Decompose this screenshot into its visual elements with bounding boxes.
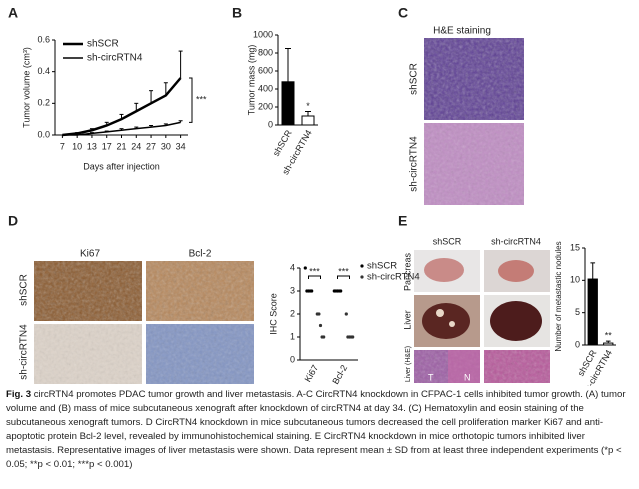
column-label: sh-circRTN4	[491, 236, 541, 246]
organ-image	[484, 295, 550, 347]
y-tick-label: 0	[290, 354, 295, 364]
organ-image	[414, 250, 480, 292]
annotation: ***	[196, 95, 207, 105]
y-tick-label: 0.2	[37, 98, 50, 108]
y-tick-label: 15	[570, 242, 580, 252]
y-axis-label: Number of metastastic nodules	[554, 241, 563, 351]
y-tick-label: 0	[575, 339, 580, 349]
legend-label: sh-circRTN4	[367, 272, 420, 283]
organ-image	[484, 250, 550, 292]
y-tick-label: 0.0	[37, 129, 50, 139]
y-tick-label: 600	[258, 65, 273, 75]
he-image	[424, 123, 524, 205]
column-label: shSCR	[433, 236, 462, 246]
x-tick-label: Bcl-2	[330, 363, 349, 386]
row-label: shSCR	[409, 63, 420, 95]
row-label: sh-circRTN4	[19, 324, 30, 380]
panel-letter: D	[8, 213, 18, 229]
caption-text: circRTN4 promotes PDAC tumor growth and …	[6, 389, 626, 470]
y-tick-label: 0.6	[37, 34, 50, 44]
dot	[317, 312, 321, 316]
y-axis-label: Tumor mass (mg)	[246, 45, 256, 116]
ihc-image	[146, 261, 254, 321]
legend-label: sh-circRTN4	[87, 53, 143, 64]
significance-bracket	[189, 77, 193, 123]
y-axis-label: Tumor volume (cm³)	[21, 47, 31, 128]
ihc-image	[146, 324, 254, 384]
annotation: ***	[309, 266, 320, 276]
organ-image	[414, 295, 480, 347]
row-label: shSCR	[19, 274, 30, 306]
annotation: *	[306, 101, 310, 111]
image-title: H&E staining	[433, 26, 491, 37]
y-tick-label: 4	[290, 262, 295, 272]
legend-marker	[360, 264, 364, 268]
y-axis-label: IHC Score	[268, 293, 278, 335]
panel-letter: C	[398, 5, 408, 21]
bar	[281, 81, 295, 126]
caption: Fig. 3 circRTN4 promotes PDAC tumor grow…	[6, 388, 632, 472]
legend-label: shSCR	[87, 39, 119, 50]
region-label: N	[464, 372, 471, 382]
row-label: sh-circRTN4	[409, 136, 420, 192]
y-tick-label: 5	[575, 307, 580, 317]
row-label: Liver (H&E)	[405, 346, 412, 382]
x-axis-label: Days after injection	[83, 161, 160, 171]
y-tick-label: 200	[258, 101, 273, 111]
legend-label: shSCR	[367, 261, 397, 272]
y-tick-label: 0	[268, 119, 273, 129]
dot	[351, 335, 355, 339]
x-tick-label: 10	[72, 141, 82, 151]
y-tick-label: 2	[290, 308, 295, 318]
caption-label: Fig. 3	[6, 389, 32, 400]
bar	[603, 342, 614, 346]
x-tick-label: 24	[131, 141, 141, 151]
annotation: **	[605, 330, 613, 340]
dot	[303, 266, 307, 270]
row-label: Liver	[402, 310, 412, 330]
x-tick-label: 21	[116, 141, 126, 151]
x-tick-label: Ki67	[303, 363, 321, 384]
dot	[322, 335, 326, 339]
y-tick-label: 1	[290, 331, 295, 341]
row-label: Pancreas	[402, 252, 412, 291]
y-tick-label: 0.4	[37, 66, 50, 76]
x-tick-label: 17	[102, 141, 112, 151]
legend-marker	[360, 275, 364, 279]
x-tick-label: 13	[87, 141, 97, 151]
x-tick-label: 34	[176, 141, 186, 151]
dot	[318, 323, 323, 328]
he-image	[414, 350, 480, 383]
dot	[344, 312, 348, 316]
panel-letter: E	[398, 213, 407, 229]
column-label: Bcl-2	[189, 249, 212, 260]
panel-letter: B	[232, 5, 242, 21]
y-tick-label: 3	[290, 285, 295, 295]
figure: A B C D E H&E staining shSCR sh-circRTN4…	[8, 5, 616, 396]
annotation: ***	[338, 266, 349, 276]
x-tick-label: 7	[60, 141, 65, 151]
significance-bracket	[337, 275, 350, 279]
y-tick-label: 10	[570, 275, 580, 285]
he-image	[484, 350, 550, 383]
he-image	[424, 38, 524, 120]
y-tick-label: 800	[258, 47, 273, 57]
panel-letter: A	[8, 5, 18, 21]
significance-bracket	[308, 275, 321, 279]
region-label: T	[428, 372, 434, 382]
line	[62, 77, 182, 137]
dot	[310, 289, 314, 293]
x-tick-label: 30	[161, 141, 171, 151]
bar	[301, 115, 315, 126]
bar	[587, 278, 598, 346]
column-label: Ki67	[80, 249, 100, 260]
dot	[339, 289, 343, 293]
ihc-image	[34, 324, 142, 384]
ihc-image	[34, 261, 142, 321]
y-tick-label: 1000	[253, 29, 273, 39]
x-tick-label: 27	[146, 141, 156, 151]
y-tick-label: 400	[258, 83, 273, 93]
